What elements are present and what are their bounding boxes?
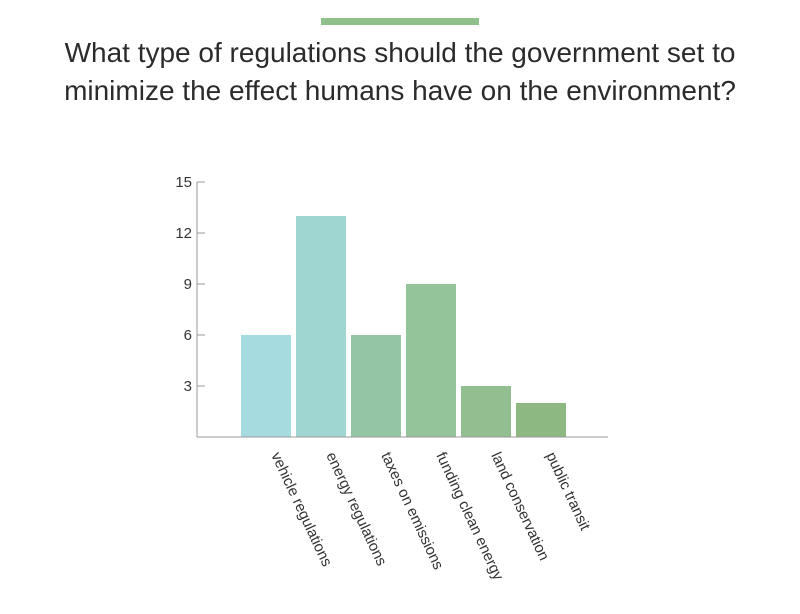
bar [351,335,401,437]
bar [241,335,291,437]
x-category-label: public transit [542,450,593,534]
y-tick-label: 15 [175,174,192,191]
x-category-label: land conservation [487,450,552,564]
bar [461,386,511,437]
bar [406,284,456,437]
y-tick-label: 12 [175,225,192,242]
title-accent-bar [321,18,479,25]
x-category-label: vehicle regulations [267,450,335,570]
x-category-label: taxes on emissions [377,450,446,573]
y-tick-label: 6 [184,327,192,344]
bar [296,216,346,437]
bar [516,403,566,437]
title-line-2: minimize the effect humans have on the e… [64,75,736,106]
y-tick-label: 9 [184,276,192,293]
y-tick-label: 3 [184,378,192,395]
chart-title: What type of regulations should the gove… [0,34,800,110]
x-category-label: energy regulations [322,450,390,569]
title-line-1: What type of regulations should the gove… [64,37,736,68]
